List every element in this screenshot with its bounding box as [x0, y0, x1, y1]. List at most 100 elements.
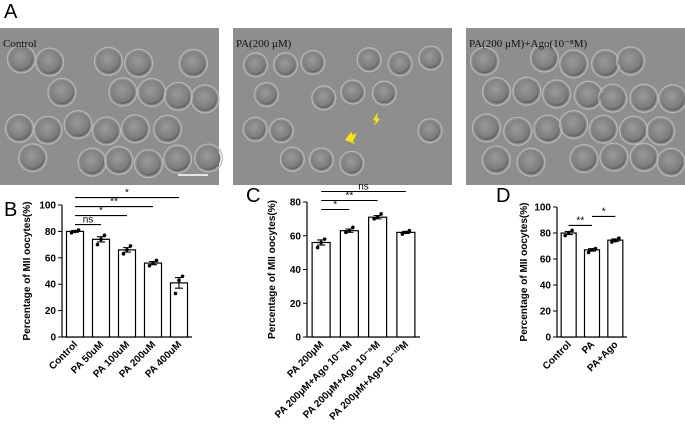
oocyte: [108, 77, 138, 107]
y-tick-label: 60: [290, 231, 302, 242]
oocyte: [137, 77, 167, 108]
oocyte: [152, 114, 183, 144]
oocyte: [134, 149, 164, 179]
oocyte: [342, 82, 363, 103]
data-point: [610, 240, 614, 244]
bar: [169, 282, 189, 338]
data-point: [586, 250, 591, 255]
bar: [311, 241, 331, 338]
bar: [583, 249, 601, 338]
oocyte: [532, 46, 557, 71]
oocyte: [576, 83, 601, 108]
photo-caption: PA(200 μM): [236, 38, 292, 50]
oocyte: [544, 82, 569, 107]
oocyte: [593, 51, 618, 76]
y-tick-label: 40: [290, 265, 302, 276]
data-point: [102, 233, 107, 238]
data-point: [351, 225, 355, 230]
oocyte: [245, 54, 266, 75]
arrow: [373, 112, 380, 126]
oocyte: [656, 147, 685, 177]
oocyte: [242, 116, 268, 142]
oocyte: [472, 49, 497, 74]
oocyte: [124, 48, 154, 78]
oocyte: [518, 150, 543, 175]
y-tick-label: 80: [290, 198, 302, 209]
oocyte: [193, 86, 218, 111]
oocyte: [47, 77, 77, 108]
data-point: [566, 231, 571, 235]
oocyte: [599, 142, 629, 172]
oocyte: [600, 86, 625, 111]
oocyte: [126, 51, 151, 76]
x-tick-label: Control: [541, 339, 574, 372]
significance-label: **: [345, 191, 353, 202]
oocyte: [631, 86, 656, 111]
oocyte: [374, 83, 395, 104]
data-point: [69, 230, 74, 235]
oocyte: [591, 117, 616, 142]
oocyte: [629, 83, 659, 113]
oocyte: [136, 151, 161, 176]
panel-label: A: [4, 1, 18, 23]
oocyte: [279, 146, 305, 172]
oocyte: [63, 110, 93, 140]
data-point: [76, 228, 81, 232]
data-point: [319, 240, 323, 245]
oocyte: [542, 79, 572, 109]
oocyte: [559, 110, 589, 140]
oocyte: [49, 80, 74, 105]
oocyte: [77, 147, 107, 177]
panel-label: C: [246, 185, 260, 207]
oocyte: [163, 81, 193, 111]
oocyte: [356, 47, 382, 73]
oocyte: [471, 113, 502, 143]
photo-caption: PA(200 μM)+Ago(10⁻⁸M): [469, 38, 588, 50]
oocyte: [659, 150, 684, 175]
oocyte: [648, 119, 673, 144]
oocyte: [196, 146, 221, 171]
y-tick-label: 40: [45, 280, 57, 291]
oocyte: [110, 79, 135, 104]
oocyte: [268, 118, 294, 144]
oocyte: [120, 114, 151, 144]
oocyte: [420, 48, 441, 69]
oocyte: [618, 48, 643, 73]
oocyte: [481, 145, 511, 175]
bar: [339, 230, 359, 338]
data-point: [563, 233, 567, 238]
y-axis-label: Percentage of MII oocytes(%): [22, 202, 33, 341]
y-tick-label: 60: [540, 255, 552, 266]
oocyte: [96, 49, 121, 74]
data-point: [379, 212, 383, 216]
oocyte: [632, 145, 657, 170]
oocyte: [621, 118, 646, 143]
bar: [117, 249, 137, 338]
data-point: [315, 245, 320, 250]
oocyte: [190, 84, 220, 114]
oocyte: [253, 81, 280, 108]
oocyte: [484, 79, 509, 104]
y-tick-label: 0: [295, 333, 301, 344]
oocyte: [371, 80, 397, 106]
data-point: [570, 228, 574, 233]
oocyte: [163, 144, 193, 174]
oocyte: [94, 119, 119, 144]
significance-label: *: [99, 206, 103, 217]
oocyte: [35, 47, 65, 77]
oocyte: [516, 147, 546, 177]
y-axis-label: Percentage of MII oocytes(%): [519, 203, 530, 342]
y-tick-label: 20: [45, 306, 57, 317]
y-tick-label: 20: [290, 299, 302, 310]
oocyte: [311, 149, 332, 170]
oocyte: [481, 76, 512, 107]
y-tick-label: 100: [534, 203, 551, 214]
data-point: [154, 258, 159, 263]
y-tick-label: 20: [540, 307, 552, 318]
data-point: [173, 291, 178, 296]
y-tick-label: 80: [540, 229, 552, 240]
panel-label: D: [496, 185, 510, 207]
oocyte: [166, 84, 191, 109]
oocyte: [618, 115, 649, 145]
